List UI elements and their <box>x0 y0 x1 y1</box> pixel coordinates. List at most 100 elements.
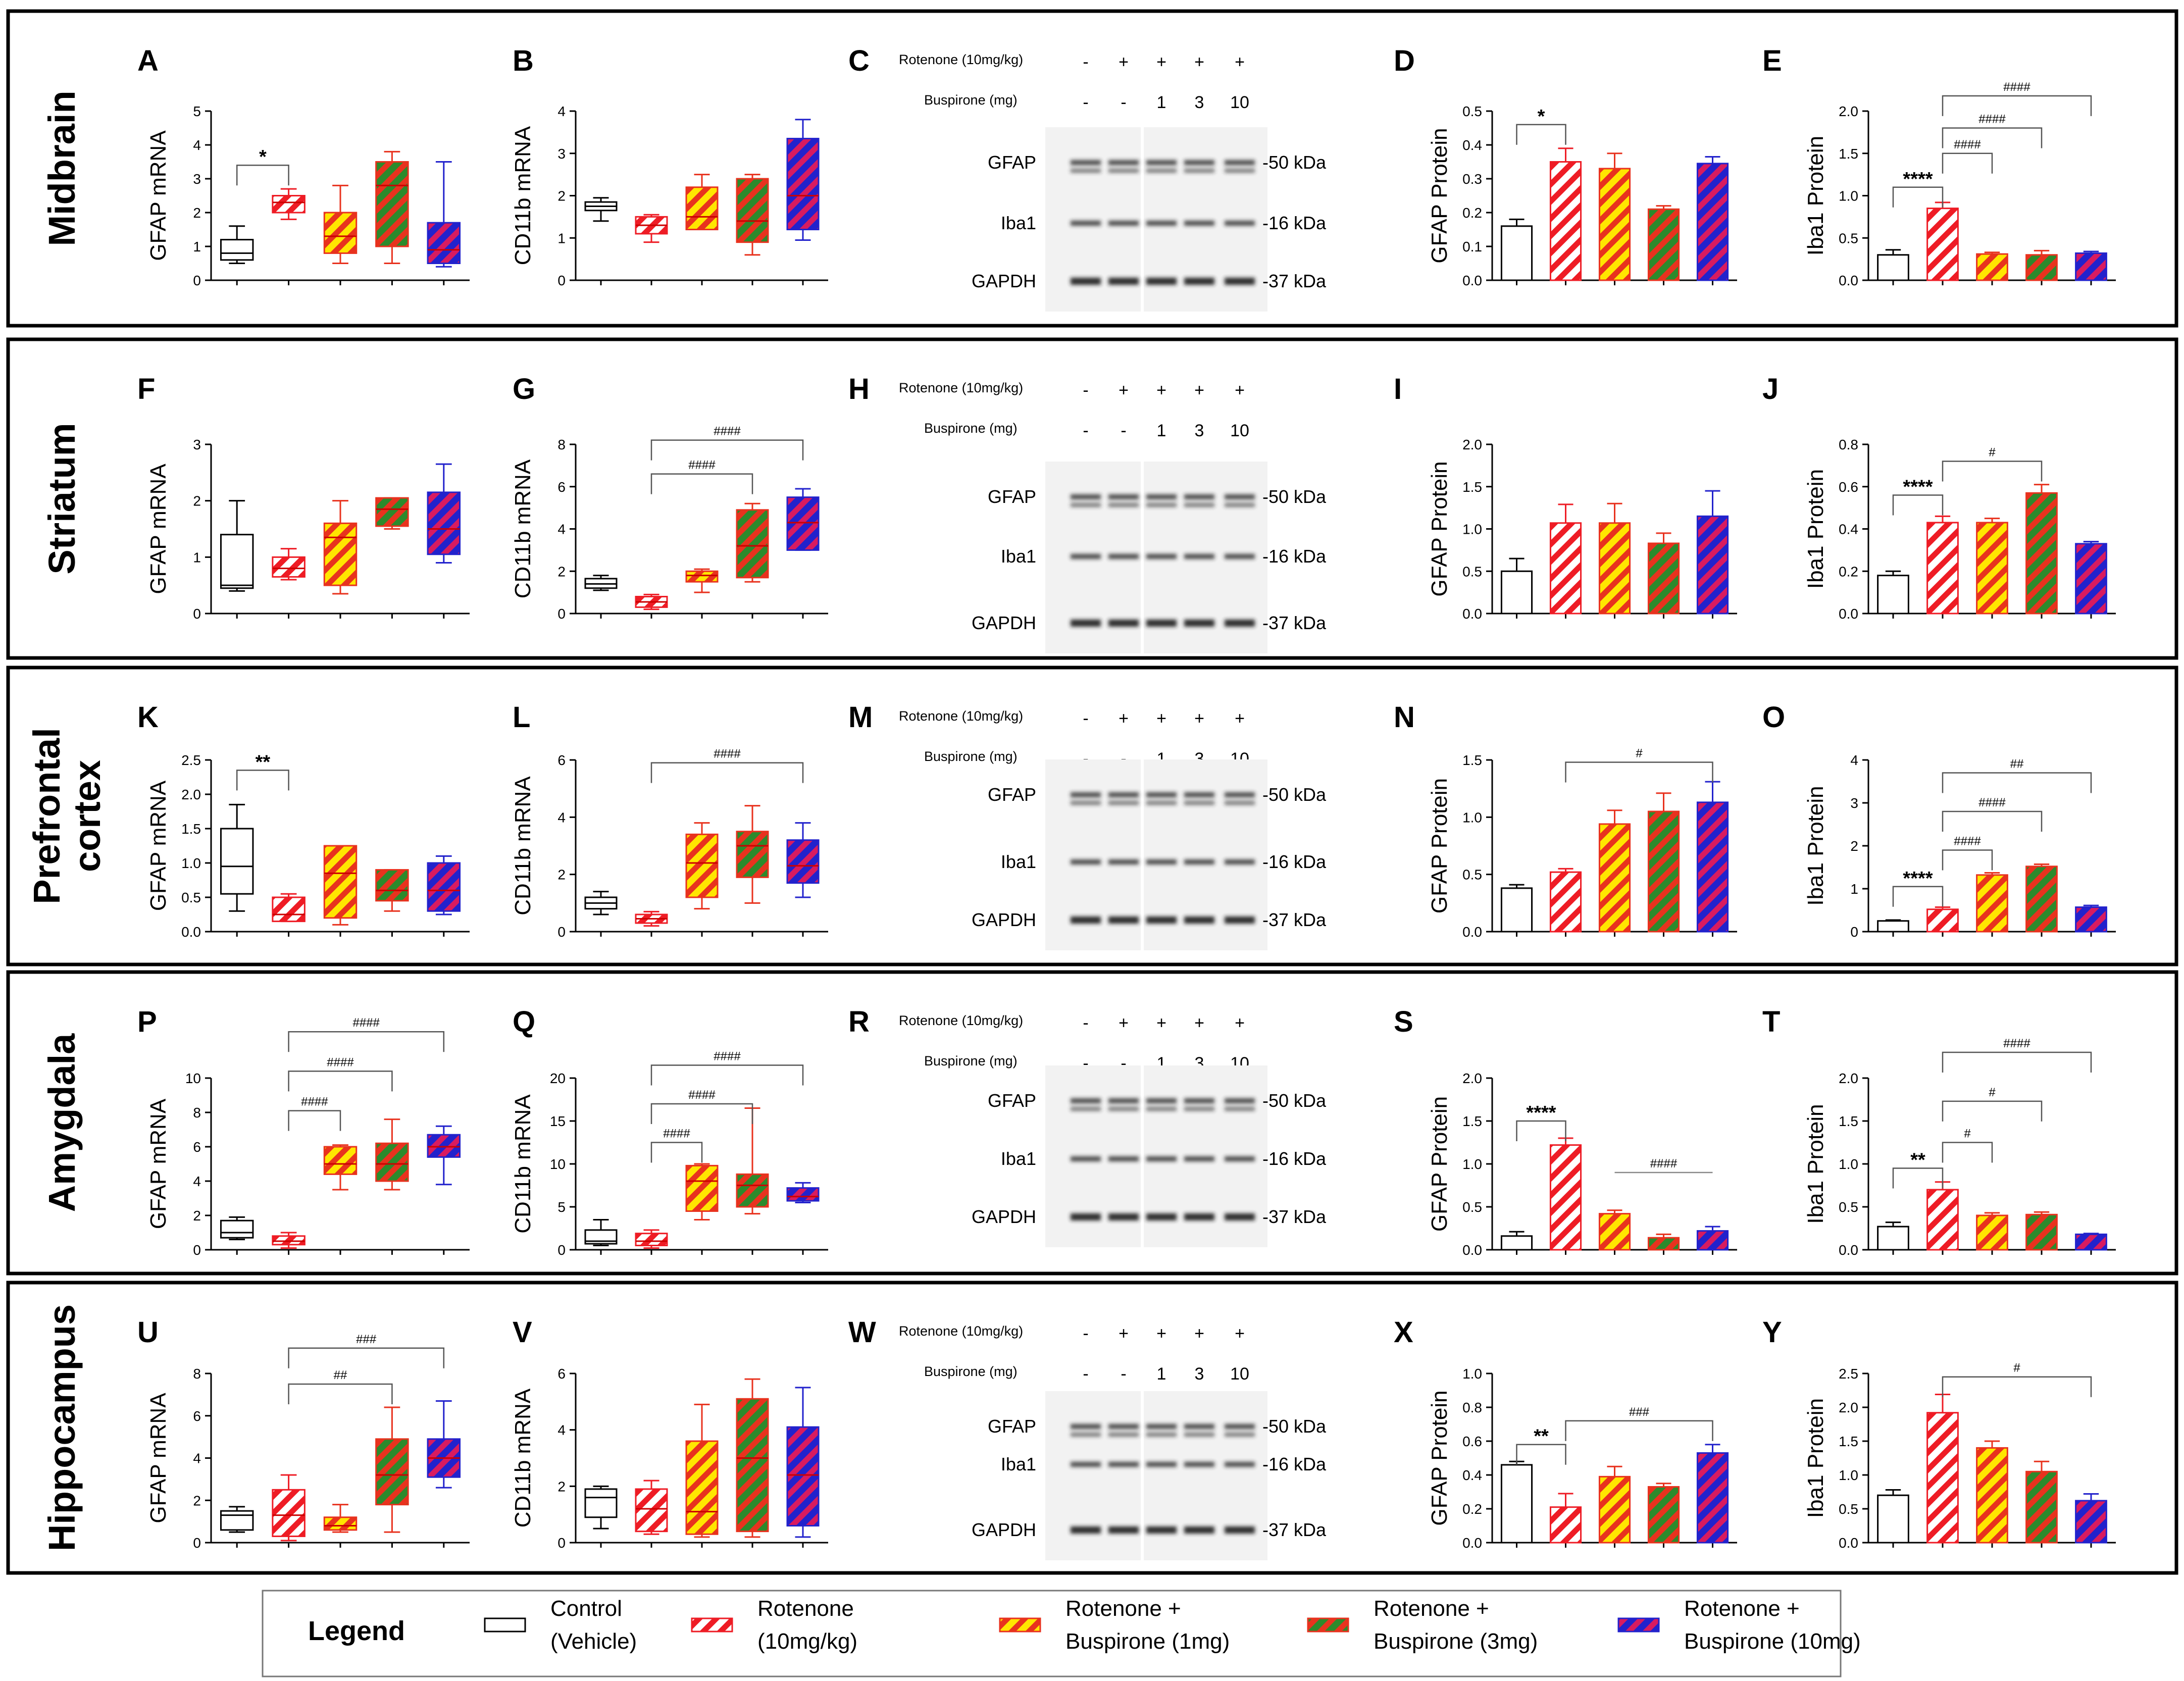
box-2 <box>685 1163 719 1220</box>
box-0 <box>584 575 618 591</box>
bracket-line <box>236 770 289 791</box>
panel-letter: I <box>1394 373 1402 405</box>
blot-band <box>1071 1156 1101 1161</box>
bracket-line <box>1942 1051 2092 1073</box>
bar-4 <box>2075 904 2107 933</box>
y-tick-label: 0 <box>557 1535 566 1551</box>
bar <box>1696 163 1729 281</box>
bracket-line <box>1516 124 1566 145</box>
box-body <box>323 1146 358 1175</box>
region-label: Striatum <box>41 423 83 574</box>
y-tick-label: 0.6 <box>1462 1434 1482 1449</box>
western-blot: Rotenone (10mg/kg)Buspirone (mg)- + + + +- -1… <box>899 52 1327 312</box>
bar-3 <box>1647 792 1680 933</box>
blot-band <box>1146 792 1177 797</box>
legend-label-line1: Rotenone + <box>1065 1596 1181 1621</box>
blot-protein-label: Iba1 <box>1001 851 1036 872</box>
significance-bracket: #### <box>1942 1037 2092 1073</box>
bracket-line <box>1942 127 2043 148</box>
blot-band <box>1225 169 1255 173</box>
region-frame <box>6 1281 2178 1575</box>
box-0 <box>220 225 254 264</box>
significance-label: #### <box>714 747 741 761</box>
box-0 <box>584 1485 618 1530</box>
y-tick-label: 8 <box>557 437 566 452</box>
buspirone-mark: 1 <box>1157 93 1166 112</box>
bar <box>1877 254 1909 281</box>
region-frame <box>6 337 2178 660</box>
bar-4 <box>1696 1226 1729 1251</box>
blot-band <box>1108 554 1139 559</box>
y-tick-label: 2.0 <box>181 787 201 802</box>
panel-letter: B <box>513 44 534 77</box>
bar <box>1696 515 1729 615</box>
y-tick-label: 4 <box>1850 752 1858 768</box>
significance-bracket: * <box>236 146 289 186</box>
blot-band <box>1108 792 1139 797</box>
buspirone-mark: - <box>1083 421 1088 440</box>
bracket-line <box>650 1103 753 1124</box>
significance-label: #### <box>301 1095 328 1109</box>
y-tick-label: 2.0 <box>1839 104 1858 119</box>
bracket-line <box>1565 1420 1713 1441</box>
significance-label: #### <box>714 1050 741 1063</box>
blot-band <box>1184 1098 1214 1103</box>
region-frame <box>6 9 2178 328</box>
bracket-line <box>1892 186 1944 208</box>
blot-band <box>1184 221 1214 226</box>
box-1 <box>635 910 668 927</box>
blot-band <box>1146 1526 1177 1534</box>
significance-label: # <box>2013 1361 2020 1375</box>
blot-protein-label: Iba1 <box>1001 1148 1036 1169</box>
y-tick-label: 2.0 <box>1462 1071 1482 1086</box>
significance-label: ** <box>1534 1426 1549 1447</box>
significance-bracket: # <box>1942 1361 2092 1397</box>
western-blot: Rotenone (10mg/kg)Buspirone (mg)- + + + +- -1… <box>899 1323 1327 1560</box>
legend-item: Rotenone + Buspirone (1mg) <box>999 1596 1230 1654</box>
significance-bracket: # <box>1942 1086 2043 1122</box>
y-tick-label: 2.5 <box>1839 1366 1858 1382</box>
bracket-line <box>650 762 804 783</box>
region-label-line2: cortex <box>66 760 108 872</box>
rotenone-mark: + <box>1235 1013 1245 1033</box>
box-body <box>685 833 719 898</box>
bar <box>1549 1506 1582 1544</box>
blot-size-marker: -37 kDa <box>1262 1519 1327 1540</box>
y-tick-label: 3 <box>193 171 201 187</box>
bar-4 <box>1696 156 1729 281</box>
significance-label: #### <box>2003 80 2030 94</box>
box-1 <box>272 1232 306 1249</box>
bar <box>1500 887 1533 933</box>
y-tick-label: 6 <box>557 1366 566 1382</box>
bar-1 <box>1926 1181 1959 1251</box>
blot-band <box>1184 278 1214 285</box>
box-body <box>736 509 769 579</box>
bar <box>1696 801 1729 933</box>
box-body <box>685 186 719 230</box>
y-tick-label: 6 <box>193 1408 201 1424</box>
rotenone-mark: + <box>1156 53 1166 72</box>
bar-0 <box>1500 884 1533 933</box>
significance-bracket: #### <box>1942 796 2043 832</box>
panel-letter: M <box>848 701 873 734</box>
bar <box>1549 1144 1582 1251</box>
chart-B: 0 1 2 3 4 CD11b mRNA <box>511 104 828 288</box>
y-tick-label: 0.5 <box>1462 104 1482 119</box>
buspirone-mark: - <box>1121 749 1126 769</box>
y-axis-label: Iba1 Protein <box>1803 469 1828 589</box>
box-body <box>736 1173 769 1208</box>
significance-bracket: ## <box>1942 757 2092 793</box>
rotenone-mark: + <box>1235 381 1245 400</box>
significance-label: #### <box>353 1016 380 1030</box>
box-4 <box>427 1125 461 1186</box>
bar <box>2075 906 2107 933</box>
legend-label-line2: Buspirone (3mg) <box>1374 1629 1538 1654</box>
y-tick-label: 1.5 <box>1839 1434 1858 1449</box>
y-tick-label: 0.5 <box>1462 564 1482 579</box>
blot-band <box>1071 1098 1101 1103</box>
chart-P: 0 2 4 6 8 10 GFAP mRNA #### #### #### <box>146 1016 470 1258</box>
panel-letter: F <box>137 373 155 405</box>
y-tick-label: 20 <box>550 1071 566 1086</box>
